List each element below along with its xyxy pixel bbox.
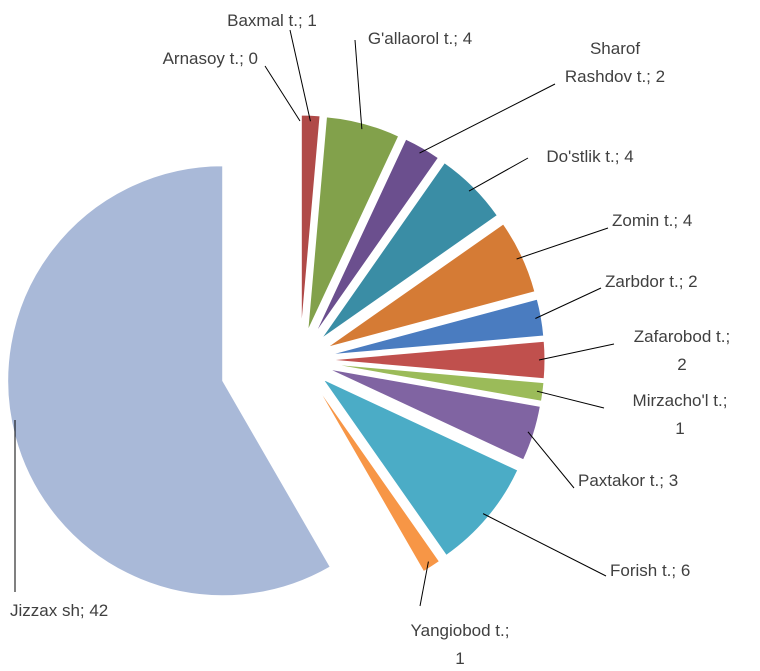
- data-label: Yangiobod t.; 1: [411, 621, 510, 668]
- data-label: Jizzax sh; 42: [10, 601, 108, 620]
- leader-line: [468, 157, 529, 192]
- pie-slice: [329, 298, 545, 356]
- data-label: Zafarobod t.; 2: [634, 327, 730, 374]
- pie-slice: [328, 368, 541, 461]
- leader-line: [482, 513, 607, 577]
- leader-line: [289, 29, 311, 122]
- pie-slice: [7, 165, 331, 597]
- pie-slice: [314, 138, 440, 335]
- pie-slice: [329, 363, 545, 402]
- leader-line: [516, 227, 609, 260]
- data-label: Zomin t.; 4: [612, 211, 692, 230]
- leader-line: [535, 287, 602, 319]
- leader-line: [419, 561, 429, 607]
- pie-slice: [321, 378, 519, 557]
- leader-line: [419, 83, 556, 154]
- pie-slice: [307, 116, 400, 332]
- data-label: Zarbdor t.; 2: [605, 272, 698, 291]
- data-label: Arnasoy t.; 0: [163, 49, 258, 68]
- leader-line: [354, 39, 363, 130]
- leader-line: [527, 431, 575, 489]
- leader-line: [538, 343, 615, 361]
- leader-line: [264, 65, 301, 122]
- data-label: Paxtakor t.; 3: [578, 471, 678, 490]
- data-label: G'allaorol t.; 4: [368, 29, 472, 48]
- data-label: Do'stlik t.; 4: [546, 147, 633, 166]
- pie-slice: [300, 114, 321, 331]
- pie-slice: [320, 161, 499, 340]
- data-label: Forish t.; 6: [610, 561, 690, 580]
- data-label: Mirzacho'l t.; 1: [633, 391, 728, 438]
- data-label: Sharof Rashdov t.; 2: [565, 39, 665, 86]
- pie-slice: [315, 385, 441, 573]
- leader-line: [536, 390, 605, 409]
- pie-slice: [329, 340, 546, 380]
- data-label: Baxmal t.; 1: [227, 11, 317, 30]
- pie-slice: [326, 223, 536, 348]
